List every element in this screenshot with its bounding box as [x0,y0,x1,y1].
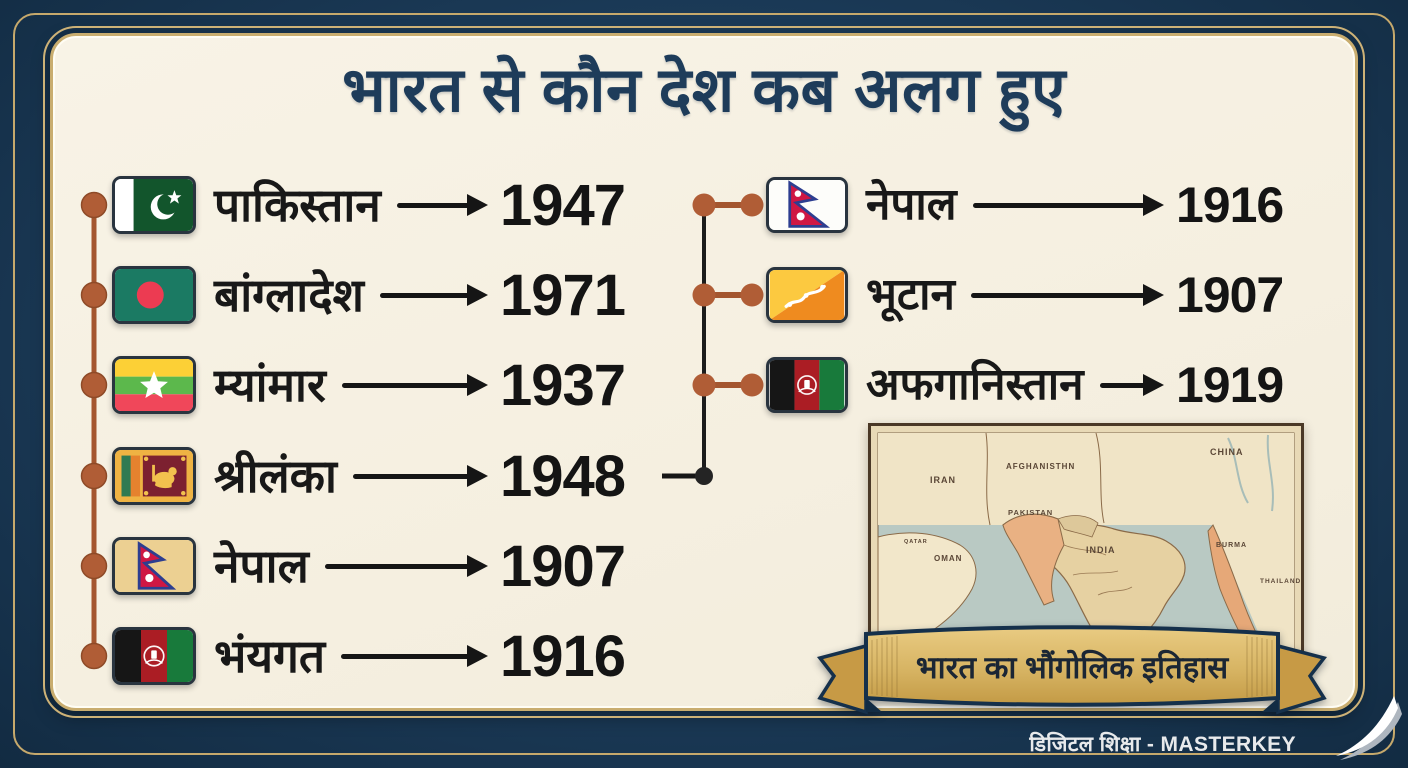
year-value: 1916 [500,623,626,689]
country-name: अफगानिस्तान [866,359,1084,409]
sri-lanka-flag-icon [112,447,196,505]
map-label-qatar: QATAR [904,539,928,545]
map-label-thailand: THAILAND [1260,578,1301,585]
pakistan-flag-icon [112,176,196,234]
map-label-oman: OMAN [934,554,962,563]
arrow-icon [396,191,489,219]
timeline-row-pakistan: पाकिस्तान 1947 [112,163,668,247]
timeline-row-nepal: नेपाल 1907 [112,524,668,608]
afghanistan-flag-icon [766,357,848,413]
bhutan-flag-icon [766,267,848,323]
year-value: 1937 [500,352,626,418]
year-value: 1919 [1176,357,1284,413]
timeline-row-myanmar: म्यांमार 1937 [112,343,668,427]
country-name: नेपाल [866,179,957,229]
timeline-row-afghanistan-right: अफगानिस्तान 1919 [766,343,1304,427]
timeline-row-afghanistan: भंयगत 1916 [112,614,668,698]
timeline-row-nepal-right: नेपाल 1916 [766,163,1304,247]
year-value: 1947 [500,172,626,238]
afghanistan-flag-icon [112,627,196,685]
timeline-row-bangladesh: बांग्लादेश 1971 [112,253,668,337]
arrow-icon [379,281,489,309]
country-name: पाकिस्तान [214,178,381,231]
myanmar-flag-icon [112,356,196,414]
map-caption: भारत का भौंगोलिक इतिहास [916,649,1229,685]
ribbon-band [864,625,1280,707]
ribbon-tail-right [1276,643,1328,715]
arrow-icon [352,462,489,490]
country-name: बांग्लादेश [214,268,364,321]
year-value: 1971 [500,262,626,328]
nepal-flag-icon [112,537,196,595]
map-label-china: CHINA [1210,447,1244,457]
country-name: भूटान [866,269,955,319]
bangladesh-flag-icon [112,266,196,324]
logo-swoosh-icon [1336,696,1402,760]
nepal-flag-icon [766,177,848,233]
year-value: 1907 [500,533,626,599]
map-label-pakistan: PAKISTAN [1008,508,1053,517]
arrow-icon [970,281,1165,309]
country-name: म्यांमार [214,358,326,411]
arrow-icon [341,642,488,670]
outer-frame-line [13,13,1395,755]
map-label-afghanistan: AFGHANISTHN [1006,462,1075,471]
timeline-row-sri-lanka: श्रीलंका 1948 [112,434,668,518]
year-value: 1907 [1176,267,1284,323]
map-label-india: INDIA [1086,545,1116,555]
arrow-icon [324,552,489,580]
map-label-iran: IRAN [930,475,956,485]
country-name: भंयगत [214,629,326,682]
arrow-icon [341,371,489,399]
timeline-row-bhutan: भूटान 1907 [766,253,1304,337]
arrow-icon [972,191,1165,219]
arrow-icon [1099,371,1165,399]
year-value: 1916 [1176,177,1284,233]
ribbon-tail-left [816,643,868,715]
credit-text: डिजिटल शिक्षा - MASTERKEY [1029,733,1296,756]
country-name: नेपाल [214,539,309,592]
map-label-burma: BURMA [1216,542,1247,549]
page-title: भारत से कौन देश कब अलग हुए [342,56,1066,125]
map-caption-banner: भारत का भौंगोलिक इतिहास [812,618,1332,718]
historical-map: IRAN AFGHANISTHN CHINA PAKISTAN QATAR OM… [868,423,1304,661]
year-value: 1948 [500,443,626,509]
country-name: श्रीलंका [214,449,337,502]
